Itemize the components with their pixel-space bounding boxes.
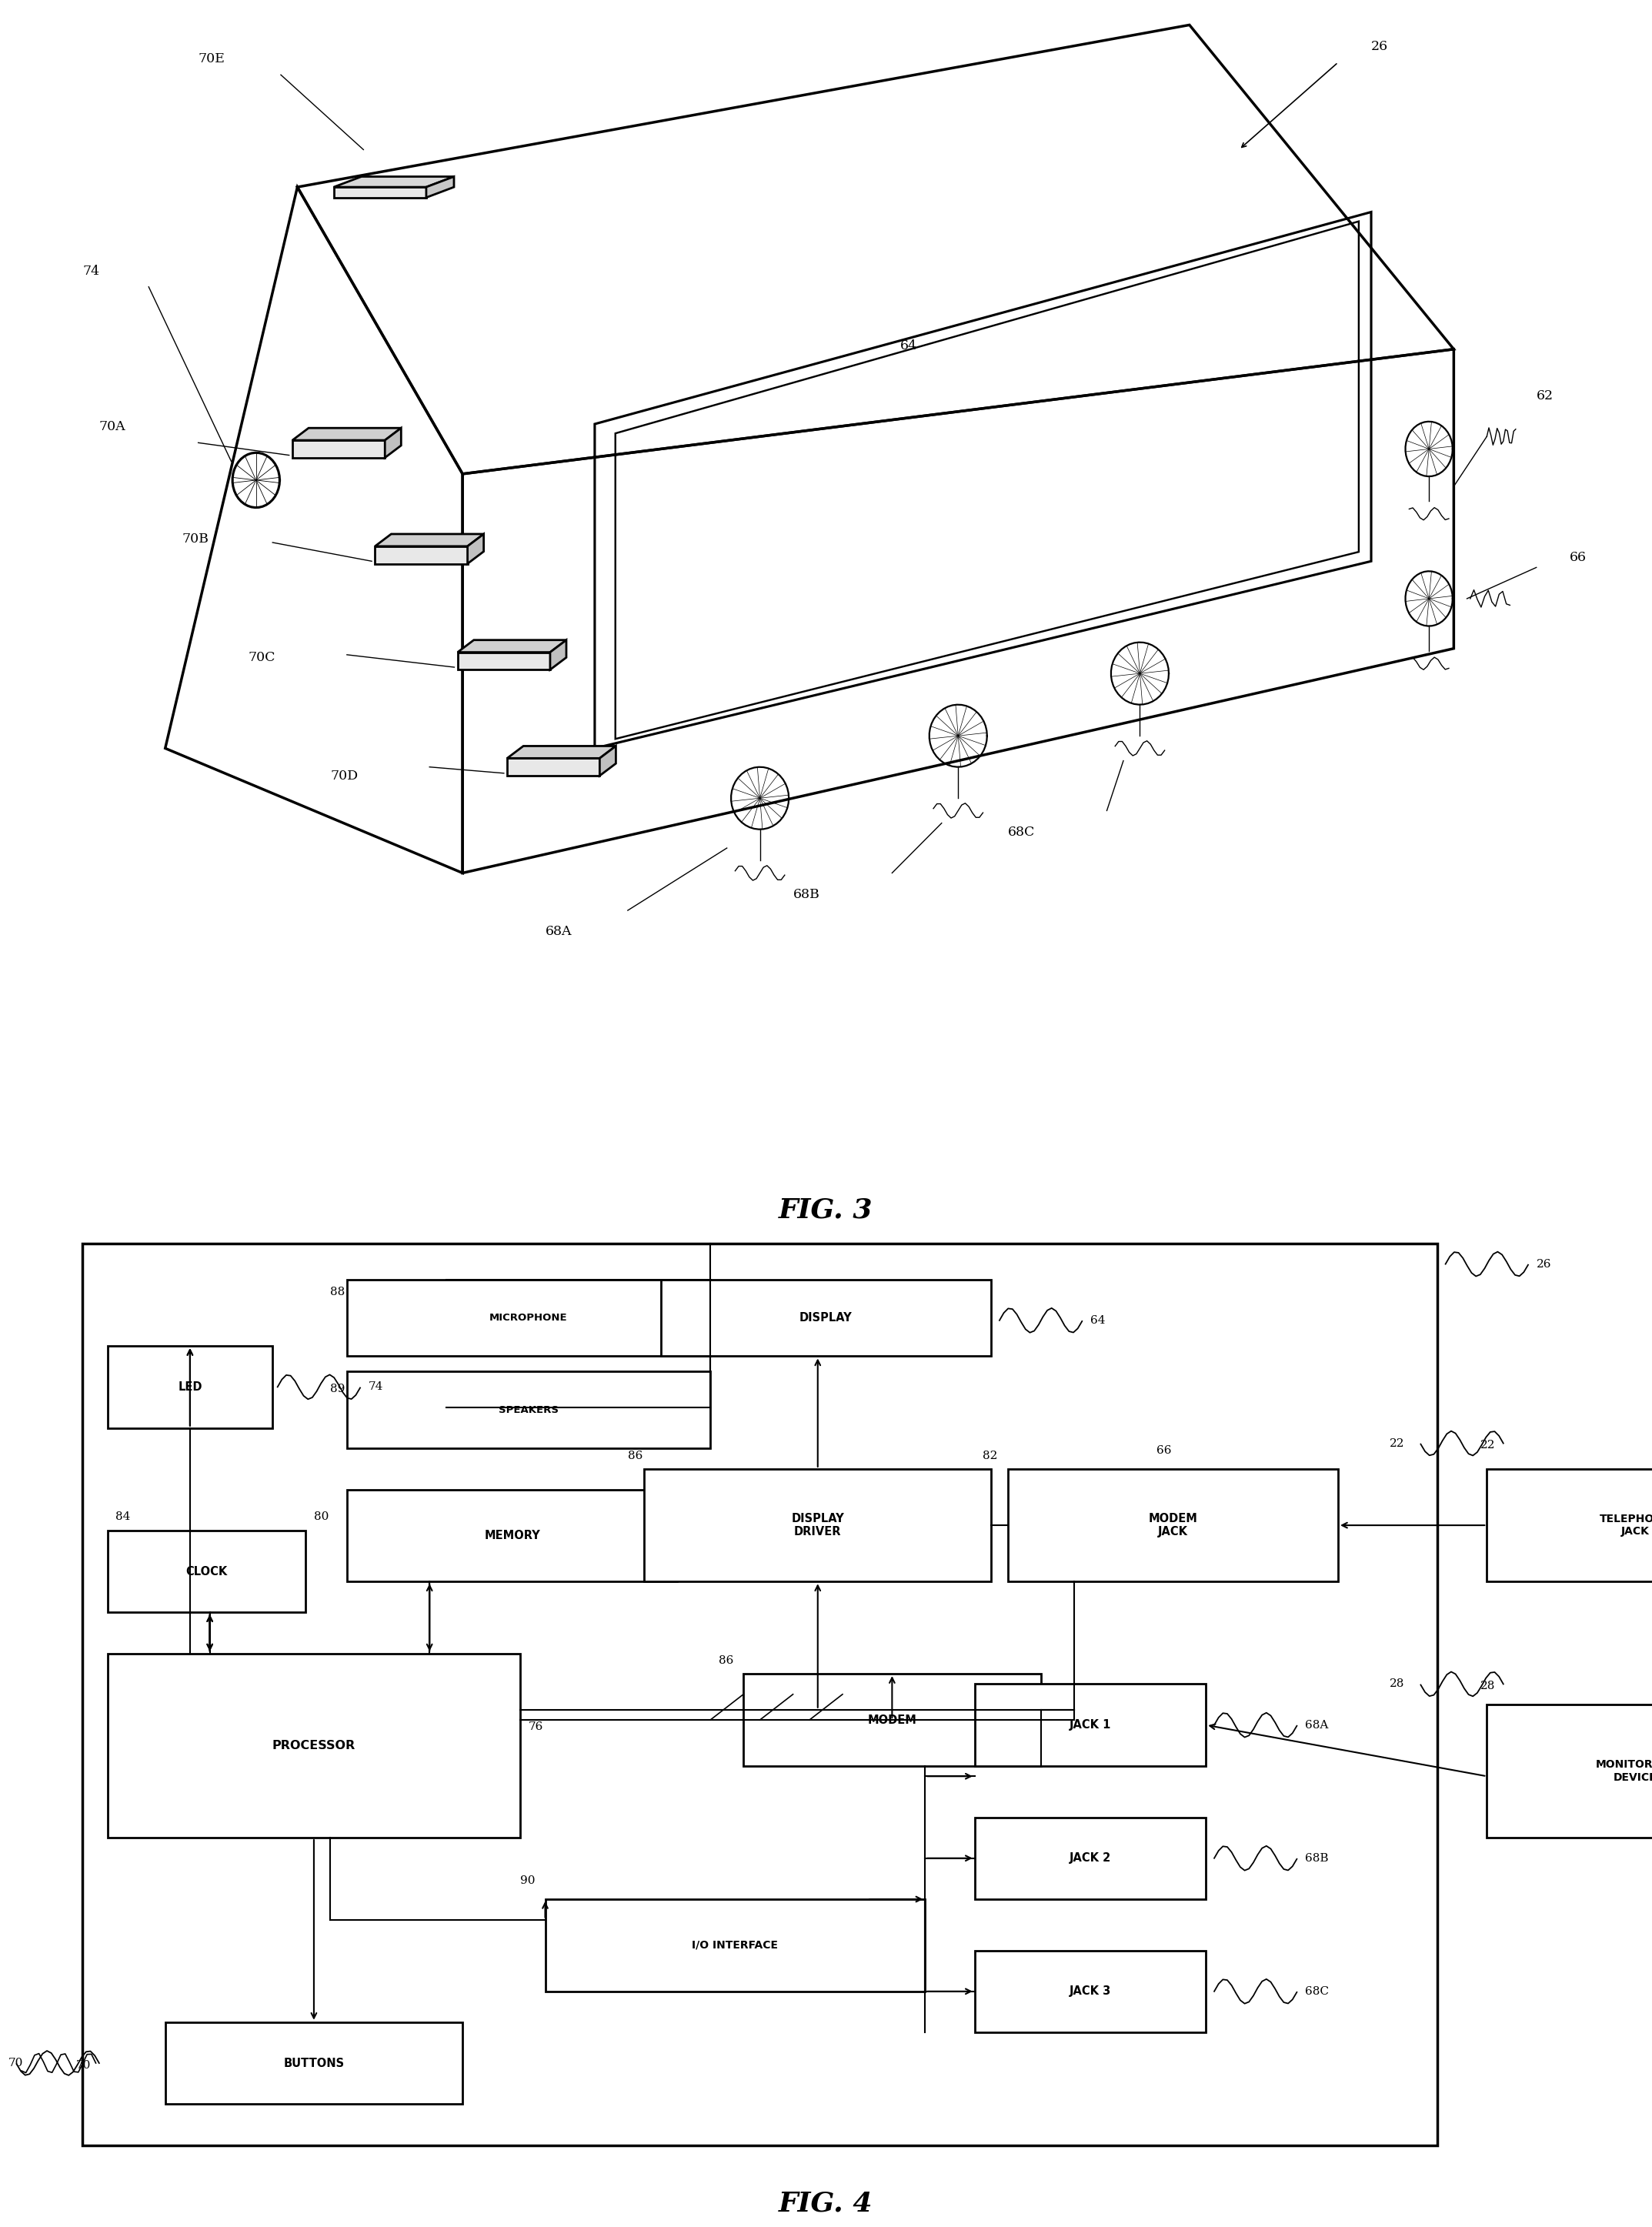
Text: MEMORY: MEMORY bbox=[484, 1530, 540, 1541]
Text: MODEM
JACK: MODEM JACK bbox=[1148, 1512, 1198, 1537]
Text: JACK 1: JACK 1 bbox=[1069, 1719, 1112, 1730]
Bar bbox=[347, 1278, 710, 1356]
Text: 86: 86 bbox=[628, 1450, 643, 1461]
Text: 82: 82 bbox=[983, 1450, 998, 1461]
Bar bbox=[975, 1817, 1206, 1900]
Bar bbox=[545, 1900, 925, 1991]
Text: 90: 90 bbox=[520, 1875, 535, 1886]
Text: MICROPHONE: MICROPHONE bbox=[489, 1314, 568, 1323]
Text: 26: 26 bbox=[1371, 40, 1388, 53]
Text: 70: 70 bbox=[76, 2060, 91, 2071]
Bar bbox=[644, 1470, 991, 1581]
Bar bbox=[107, 1652, 520, 1837]
Text: SPEAKERS: SPEAKERS bbox=[499, 1405, 558, 1414]
Bar bbox=[347, 1490, 677, 1581]
Bar bbox=[1487, 1470, 1652, 1581]
Polygon shape bbox=[334, 187, 426, 198]
Polygon shape bbox=[292, 428, 401, 441]
Text: BUTTONS: BUTTONS bbox=[284, 2058, 344, 2069]
Text: 68C: 68C bbox=[1305, 1986, 1328, 1998]
Text: I/O INTERFACE: I/O INTERFACE bbox=[692, 1940, 778, 1951]
Text: 28: 28 bbox=[1389, 1679, 1404, 1690]
Text: JACK 2: JACK 2 bbox=[1069, 1853, 1112, 1864]
Polygon shape bbox=[600, 746, 616, 775]
Text: 76: 76 bbox=[529, 1721, 544, 1733]
Polygon shape bbox=[375, 534, 484, 546]
Text: 22: 22 bbox=[1480, 1441, 1495, 1450]
Text: 68A: 68A bbox=[1305, 1719, 1328, 1730]
Text: LED: LED bbox=[178, 1381, 202, 1392]
Text: 70D: 70D bbox=[330, 771, 358, 782]
Text: 28: 28 bbox=[1480, 1681, 1495, 1693]
Text: 70E: 70E bbox=[198, 53, 225, 65]
Polygon shape bbox=[507, 746, 616, 757]
Text: CLOCK: CLOCK bbox=[185, 1566, 228, 1577]
Text: TELEPHONE
JACK: TELEPHONE JACK bbox=[1599, 1514, 1652, 1537]
Bar bbox=[1487, 1704, 1652, 1837]
Polygon shape bbox=[550, 639, 567, 670]
Text: 64: 64 bbox=[1090, 1314, 1105, 1325]
Polygon shape bbox=[385, 428, 401, 459]
Polygon shape bbox=[468, 534, 484, 563]
Text: 70C: 70C bbox=[248, 650, 276, 664]
Polygon shape bbox=[375, 546, 468, 563]
Text: 66: 66 bbox=[1569, 552, 1586, 563]
Text: 70B: 70B bbox=[182, 532, 208, 546]
Text: 80: 80 bbox=[314, 1512, 329, 1523]
Polygon shape bbox=[334, 176, 454, 187]
Text: PROCESSOR: PROCESSOR bbox=[273, 1739, 355, 1750]
Text: JACK 3: JACK 3 bbox=[1069, 1986, 1112, 1998]
Text: 66: 66 bbox=[1156, 1445, 1171, 1456]
Bar bbox=[347, 1372, 710, 1448]
Text: 86: 86 bbox=[719, 1655, 733, 1666]
Text: 68B: 68B bbox=[793, 889, 819, 902]
Polygon shape bbox=[426, 176, 454, 198]
Text: 62: 62 bbox=[1536, 390, 1553, 403]
Bar bbox=[1008, 1470, 1338, 1581]
Text: 88: 88 bbox=[330, 1287, 345, 1296]
Text: DISPLAY
DRIVER: DISPLAY DRIVER bbox=[791, 1512, 844, 1537]
Bar bbox=[107, 1530, 306, 1612]
Text: DISPLAY: DISPLAY bbox=[800, 1312, 852, 1323]
Text: 68B: 68B bbox=[1305, 1853, 1328, 1864]
Text: FIG. 3: FIG. 3 bbox=[778, 1196, 874, 1223]
Text: 84: 84 bbox=[116, 1512, 131, 1523]
Text: 26: 26 bbox=[1536, 1258, 1551, 1269]
Text: 74: 74 bbox=[368, 1381, 383, 1392]
Polygon shape bbox=[458, 653, 550, 670]
Polygon shape bbox=[507, 757, 600, 775]
Bar bbox=[743, 1675, 1041, 1766]
Text: 68A: 68A bbox=[545, 926, 572, 938]
Text: 74: 74 bbox=[83, 265, 99, 278]
Text: MONITORING
DEVICE: MONITORING DEVICE bbox=[1596, 1759, 1652, 1784]
Text: 89: 89 bbox=[330, 1383, 345, 1394]
Bar bbox=[661, 1278, 991, 1356]
Text: 64: 64 bbox=[900, 339, 917, 352]
Bar bbox=[83, 1243, 1437, 2145]
Text: 68C: 68C bbox=[1008, 826, 1034, 840]
Polygon shape bbox=[292, 441, 385, 459]
Polygon shape bbox=[458, 639, 567, 653]
Bar bbox=[165, 2022, 463, 2105]
Text: 70A: 70A bbox=[99, 421, 126, 434]
Text: 22: 22 bbox=[1389, 1439, 1404, 1450]
Text: MODEM: MODEM bbox=[867, 1715, 917, 1726]
Bar bbox=[975, 1684, 1206, 1766]
Bar bbox=[107, 1345, 273, 1428]
Bar bbox=[975, 1951, 1206, 2033]
Text: FIG. 4: FIG. 4 bbox=[778, 2191, 874, 2216]
Text: 70: 70 bbox=[8, 2058, 23, 2069]
